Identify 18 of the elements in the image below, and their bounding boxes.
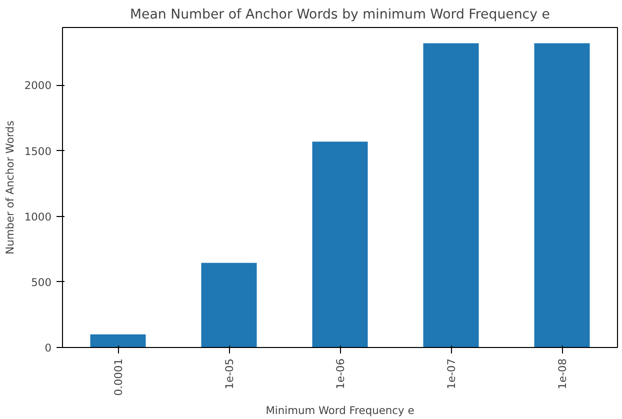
x-tick-label: 1e-06: [334, 358, 347, 390]
y-tick-label: 0: [44, 342, 52, 354]
bar: [423, 43, 479, 348]
x-tick-label: 1e-07: [445, 358, 458, 390]
x-axis-title: Minimum Word Frequency e: [266, 404, 414, 417]
chart-title: Mean Number of Anchor Words by minimum Word Frequency e: [130, 8, 550, 22]
y-axis-title: Number of Anchor Words: [3, 120, 16, 254]
x-tick-label: 0.0001: [112, 358, 125, 396]
bar: [90, 334, 146, 348]
bar: [312, 142, 368, 348]
y-tick-label: 2000: [24, 79, 52, 92]
bar: [534, 43, 590, 348]
x-tick-label: 1e-05: [223, 358, 236, 390]
y-tick-label: 1000: [24, 210, 52, 224]
y-tick-label: 500: [31, 276, 52, 289]
x-tick-label: 1e-08: [556, 358, 569, 390]
y-tick-label: 1500: [24, 144, 52, 158]
bar: [201, 262, 257, 348]
